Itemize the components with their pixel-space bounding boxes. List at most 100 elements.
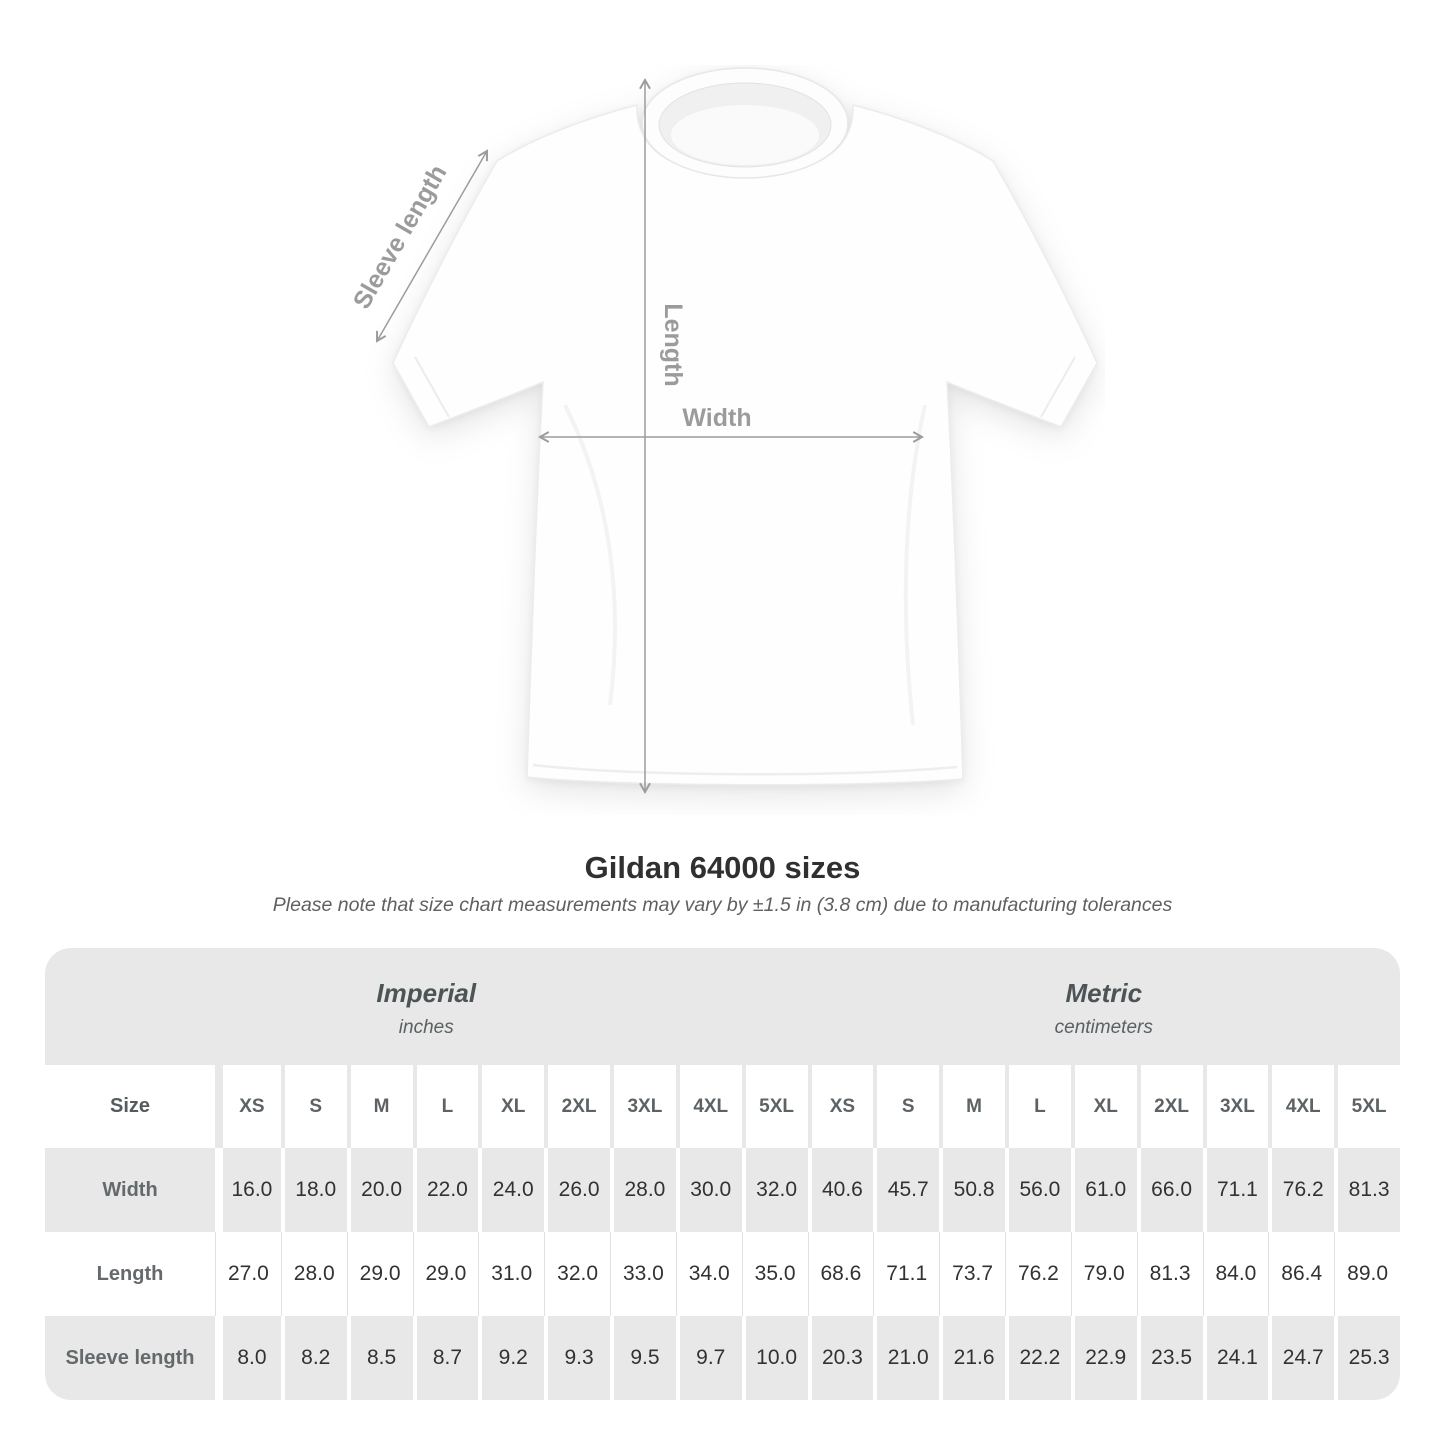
col-header-metric-xs: XS (807, 1065, 874, 1148)
tshirt-graphic (392, 67, 1098, 786)
table-row-width: Width 16.0 18.0 20.0 22.0 24.0 26.0 28.0 30.0 32.… (45, 1148, 1400, 1232)
cell-sleeve-length-metric-2xl: 23.5 (1136, 1316, 1203, 1400)
col-header-metric-3xl: 3XL (1202, 1065, 1269, 1148)
col-header-metric-5xl: 5XL (1334, 1065, 1400, 1148)
table-row-sleeve-length: Sleeve length 8.0 8.2 8.5 8.7 9.2 9.3 9.5 9.7 10.… (45, 1316, 1400, 1400)
tshirt-measurement-diagram: Sleeve length Length Width (348, 67, 1098, 795)
cell-sleeve-length-imperial-xs: 8.0 (215, 1316, 281, 1400)
cell-length-metric-xl: 79.0 (1070, 1232, 1137, 1316)
row-label-length: Length (96, 1262, 164, 1285)
cell-sleeve-length-metric-m: 21.6 (939, 1316, 1005, 1400)
cell-length-imperial-5xl: 35.0 (741, 1232, 808, 1316)
col-header-metric-xl: XL (1070, 1065, 1137, 1148)
col-header-imperial-4xl: 4XL (675, 1065, 742, 1148)
cell-width-imperial-xl: 24.0 (478, 1148, 544, 1232)
cell-length-imperial-s: 28.0 (280, 1232, 347, 1316)
sleeve-length-arrow (375, 149, 489, 343)
table-row-length: Length 27.0 28.0 29.0 29.0 31.0 32.0 33.0 34.0 35… (45, 1232, 1400, 1316)
cell-width-imperial-3xl: 28.0 (610, 1148, 676, 1232)
cell-width-imperial-m: 20.0 (346, 1148, 413, 1232)
cell-width-metric-xs: 40.6 (807, 1148, 874, 1232)
cell-sleeve-length-metric-xs: 20.3 (807, 1316, 874, 1400)
col-header-imperial-2xl: 2XL (544, 1065, 610, 1148)
metric-unit: centimeters (1054, 1017, 1153, 1038)
cell-sleeve-length-imperial-m: 8.5 (346, 1316, 413, 1400)
tshirt-collar (641, 67, 849, 179)
cell-length-imperial-4xl: 34.0 (675, 1232, 742, 1316)
size-header-row: Size XS S M L XL 2XL 3XL 4XL 5XL XS S M L XL 2XL 3XL 4XL… (45, 1065, 1400, 1148)
row-label-sleeve-length: Sleeve length (65, 1346, 195, 1369)
cell-length-imperial-xs: 27.0 (215, 1232, 281, 1316)
size-chart-table: Imperial inches Metric centimeters Size … (45, 948, 1400, 1400)
cell-sleeve-length-imperial-3xl: 9.5 (610, 1316, 676, 1400)
cell-length-imperial-xl: 31.0 (478, 1232, 544, 1316)
cell-width-metric-m: 50.8 (939, 1148, 1005, 1232)
cell-length-metric-4xl: 86.4 (1268, 1232, 1334, 1316)
units-header-row: Imperial inches Metric centimeters (45, 948, 1400, 1065)
cell-width-metric-l: 56.0 (1005, 1148, 1071, 1232)
col-header-metric-4xl: 4XL (1268, 1065, 1334, 1148)
cell-width-imperial-5xl: 32.0 (741, 1148, 808, 1232)
imperial-header: Imperial inches (45, 948, 808, 1065)
tolerance-note: Please note that size chart measurements… (272, 894, 1173, 916)
col-header-imperial-l: L (412, 1065, 479, 1148)
col-header-metric-l: L (1005, 1065, 1071, 1148)
col-header-imperial-5xl: 5XL (741, 1065, 808, 1148)
row-label-width: Width (102, 1178, 158, 1201)
col-header-metric-m: M (939, 1065, 1005, 1148)
cell-length-metric-2xl: 81.3 (1136, 1232, 1203, 1316)
cell-width-metric-s: 45.7 (873, 1148, 939, 1232)
cell-sleeve-length-metric-xl: 22.9 (1070, 1316, 1137, 1400)
cell-sleeve-length-imperial-s: 8.2 (280, 1316, 347, 1400)
cell-length-metric-xs: 68.6 (807, 1232, 874, 1316)
cell-width-metric-5xl: 81.3 (1334, 1148, 1400, 1232)
cell-sleeve-length-imperial-l: 8.7 (412, 1316, 479, 1400)
cuff-seam (1040, 356, 1076, 418)
hem-seam (532, 763, 958, 776)
cell-length-metric-3xl: 84.0 (1202, 1232, 1269, 1316)
length-label: Length (659, 303, 687, 386)
cell-length-imperial-3xl: 33.0 (610, 1232, 676, 1316)
size-table-body: Width 16.0 18.0 20.0 22.0 24.0 26.0 28.0 30.0 32.… (45, 1148, 1400, 1400)
cell-width-metric-2xl: 66.0 (1136, 1148, 1203, 1232)
size-column-header: Size (109, 1095, 151, 1117)
cell-width-metric-4xl: 76.2 (1268, 1148, 1334, 1232)
cell-width-imperial-4xl: 30.0 (675, 1148, 742, 1232)
cell-sleeve-length-metric-s: 21.0 (873, 1316, 939, 1400)
tshirt-body (392, 104, 1098, 786)
cell-sleeve-length-imperial-5xl: 10.0 (741, 1316, 808, 1400)
cell-sleeve-length-metric-4xl: 24.7 (1268, 1316, 1334, 1400)
cell-sleeve-length-imperial-2xl: 9.3 (544, 1316, 610, 1400)
cell-length-metric-m: 73.7 (939, 1232, 1005, 1316)
cell-sleeve-length-metric-5xl: 25.3 (1334, 1316, 1400, 1400)
cell-length-metric-l: 76.2 (1005, 1232, 1071, 1316)
cell-width-imperial-2xl: 26.0 (544, 1148, 610, 1232)
cell-width-metric-3xl: 71.1 (1202, 1148, 1269, 1232)
cell-length-imperial-m: 29.0 (346, 1232, 413, 1316)
cell-length-imperial-l: 29.0 (412, 1232, 479, 1316)
col-header-imperial-3xl: 3XL (610, 1065, 676, 1148)
col-header-imperial-xl: XL (478, 1065, 544, 1148)
cell-length-metric-s: 71.1 (873, 1232, 939, 1316)
cell-length-imperial-2xl: 32.0 (544, 1232, 610, 1316)
col-header-metric-2xl: 2XL (1136, 1065, 1203, 1148)
cell-length-metric-5xl: 89.0 (1334, 1232, 1400, 1316)
cell-width-imperial-xs: 16.0 (215, 1148, 281, 1232)
imperial-unit: inches (398, 1017, 454, 1038)
cell-width-metric-xl: 61.0 (1070, 1148, 1137, 1232)
col-header-imperial-m: M (346, 1065, 413, 1148)
page-title: Gildan 64000 sizes (584, 850, 861, 885)
col-header-imperial-xs: XS (215, 1065, 281, 1148)
cell-sleeve-length-imperial-xl: 9.2 (478, 1316, 544, 1400)
cell-sleeve-length-imperial-4xl: 9.7 (675, 1316, 742, 1400)
cell-width-imperial-s: 18.0 (280, 1148, 347, 1232)
cell-sleeve-length-metric-3xl: 24.1 (1202, 1316, 1269, 1400)
metric-title: Metric (1065, 978, 1143, 1008)
width-label: Width (682, 404, 751, 432)
cell-width-imperial-l: 22.0 (412, 1148, 479, 1232)
metric-header: Metric centimeters (808, 948, 1401, 1065)
col-header-metric-s: S (873, 1065, 939, 1148)
imperial-title: Imperial (376, 978, 477, 1008)
cuff-seam (414, 356, 450, 418)
